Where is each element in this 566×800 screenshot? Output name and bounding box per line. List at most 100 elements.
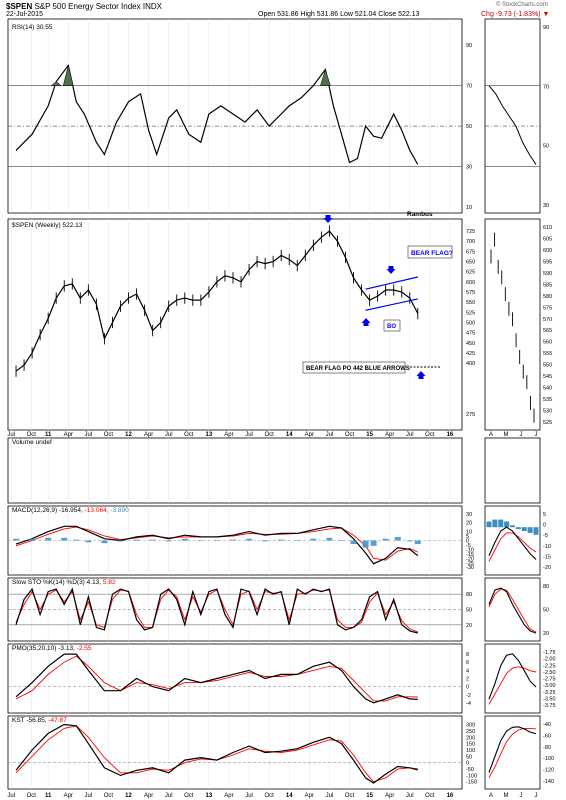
zoom-sto-signal xyxy=(488,588,537,633)
x-tick-label-bottom: 12 xyxy=(125,793,132,799)
y-tick-label: -100 xyxy=(466,773,477,779)
x-tick-label-top: Apr xyxy=(224,432,233,438)
panel-frame-pmo xyxy=(7,643,463,714)
x-tick-label-bottom: Jul xyxy=(165,793,173,799)
y-tick-label: 10 xyxy=(466,530,472,536)
zoom-price-tick: 595 xyxy=(543,259,552,265)
macd-histogram-bar xyxy=(382,538,389,541)
panel-frame-price xyxy=(7,218,463,431)
y-tick-label: 675 xyxy=(466,249,475,255)
y-tick-label: 8 xyxy=(466,652,469,658)
x-tick-label-bottom: Oct xyxy=(345,793,355,799)
arrow-down-top-icon xyxy=(323,215,333,223)
credit-label: © StockCharts.com xyxy=(496,2,548,8)
x-tick-label-bottom: Apr xyxy=(305,793,314,799)
bear-flag-label: BEAR FLAG? xyxy=(411,250,453,257)
x-tick-label-bottom: Apr xyxy=(64,793,73,799)
y-tick-label: 80 xyxy=(466,592,472,598)
zoom-pmo-tick: -3.25 xyxy=(543,690,556,696)
sto-title: Slow STO %K(14) %D(3) 4.13, 5.82 xyxy=(12,579,116,586)
zoom-sto-tick: 50 xyxy=(543,608,549,614)
macd-hist-value: -3.890 xyxy=(110,507,129,514)
y-tick-label: 150 xyxy=(466,742,475,748)
x-tick-label-top: Jul xyxy=(165,432,173,438)
zoom-pmo-tick: -3.50 xyxy=(543,696,556,702)
x-tick-label-bottom: 16 xyxy=(447,793,454,799)
zoom-x-label-bottom: J xyxy=(520,793,523,799)
zoom-pmo-tick: -2.50 xyxy=(543,670,556,676)
macd-histogram-bar xyxy=(85,540,92,543)
x-tick-label-top: Apr xyxy=(385,432,394,438)
zoom-x-label-top: J xyxy=(520,432,523,438)
macd-histogram-bar xyxy=(133,539,140,541)
y-tick-label: 50 xyxy=(466,124,472,130)
x-tick-label-top: 15 xyxy=(366,432,373,438)
y-tick-label: 450 xyxy=(466,341,475,347)
bo-box xyxy=(383,319,401,332)
zoom-pmo-line xyxy=(488,653,537,700)
macd-histogram-bar xyxy=(29,538,36,541)
zoom-price-tick: 575 xyxy=(543,305,552,311)
x-tick-label-bottom: Oct xyxy=(27,793,37,799)
x-tick-label-bottom: 15 xyxy=(366,793,373,799)
zoom-price-tick: 535 xyxy=(543,397,552,403)
rsi-main-line xyxy=(15,63,419,165)
x-tick-label-top: Apr xyxy=(144,432,153,438)
exchange: INDX xyxy=(142,2,162,11)
macd-signal-line xyxy=(15,526,418,561)
pmo-main-line xyxy=(15,653,418,704)
price-title: $SPEN (Weekly) 522.13 xyxy=(12,222,83,229)
y-tick-label: 500 xyxy=(466,320,475,326)
zoom-price-tick: 600 xyxy=(543,248,552,254)
x-tick-label-bottom: Jul xyxy=(326,793,334,799)
zoom-price-tick: 565 xyxy=(543,328,552,334)
x-tick-label-bottom: 14 xyxy=(286,793,293,799)
macd-histogram-bar xyxy=(326,537,333,541)
y-tick-label: 90 xyxy=(466,43,472,49)
kst-signal-line xyxy=(15,725,418,783)
y-tick-label: -4 xyxy=(466,701,471,707)
y-tick-label: 475 xyxy=(466,331,475,337)
arrow-down-flag-icon xyxy=(386,266,396,274)
zoom-kst-signal xyxy=(488,727,537,778)
zoom-pmo-signal xyxy=(488,666,537,705)
x-tick-label-top: 14 xyxy=(286,432,293,438)
zoom-kst-tick: -60 xyxy=(543,733,551,739)
zoom-kst-tick: -80 xyxy=(543,745,551,751)
zoom-macd-bar xyxy=(486,521,492,528)
macd-histogram-bar xyxy=(13,538,20,541)
x-tick-label-top: Jul xyxy=(406,432,414,438)
bear-flag-box xyxy=(407,245,453,259)
zoom-price-tick: 555 xyxy=(543,351,552,357)
rsi-overbought-fill xyxy=(50,81,62,86)
change-line: Chg -9.73 (-1.83%) ▼ xyxy=(481,11,550,18)
x-tick-label-top: Jul xyxy=(7,432,15,438)
x-tick-label-bottom: Jul xyxy=(406,793,414,799)
x-tick-label-top: 11 xyxy=(45,432,52,438)
y-tick-label: 5 xyxy=(466,534,469,540)
y-tick-label: 2 xyxy=(466,677,469,683)
y-tick-label: -5 xyxy=(466,543,471,549)
arrow-up-target-icon xyxy=(416,371,426,379)
zoom-pmo-tick: -2.75 xyxy=(543,677,556,683)
zoom-price-tick: 590 xyxy=(543,271,552,277)
y-tick-label: 275 xyxy=(466,412,475,418)
rsi-title: RSI(14) 30.55 xyxy=(12,24,53,31)
zoom-price-tick: 545 xyxy=(543,374,552,380)
price-main-line xyxy=(15,230,419,372)
x-tick-label-bottom: Apr xyxy=(385,793,394,799)
zoom-rsi-tick: 70 xyxy=(543,84,549,90)
macd-histogram-bar xyxy=(117,540,124,542)
macd-histogram-bar xyxy=(394,536,401,541)
x-tick-label-bottom: Oct xyxy=(184,793,194,799)
rsi-overbought-fill xyxy=(320,68,331,86)
zoom-price-tick: 605 xyxy=(543,236,552,242)
macd-histogram-bar xyxy=(101,540,108,544)
macd-histogram-bar xyxy=(350,540,357,545)
macd-histogram-bar xyxy=(45,537,52,541)
macd-signal-value: -13.064, xyxy=(85,507,111,514)
y-tick-label: 725 xyxy=(466,229,475,235)
zoom-frame-rsi xyxy=(484,18,541,214)
zoom-macd-tick: 5 xyxy=(543,512,546,518)
macd-histogram-bar xyxy=(213,540,220,541)
